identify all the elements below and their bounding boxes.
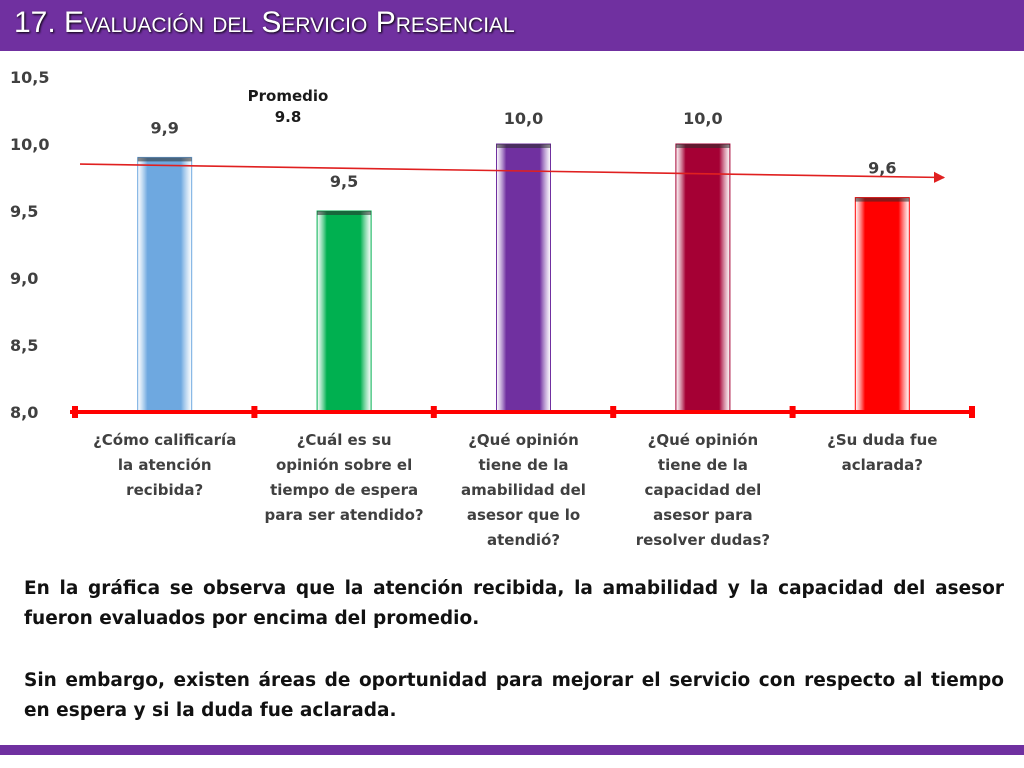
x-axis-tick [72,406,78,418]
category-label: ¿Su duda fue aclarada? [827,431,937,474]
bar-top-edge [317,211,372,215]
bar-value-label: 9,5 [330,172,358,191]
bar-top-edge [137,157,192,162]
analysis-paragraph-1: En la gráfica se observa que la atención… [24,578,1004,629]
x-axis-tick [610,406,617,418]
bar [137,156,193,413]
y-tick-label: 10,5 [10,68,49,87]
bar [675,143,731,413]
bar-chart: 8,0 8,5 9,0 9,5 10,0 10,5 9,9 9,5 10,0 10,0 9,6 ¿… [0,51,1024,560]
header-bar: 17. Evaluación del Servicio Presencial [0,0,1024,51]
x-axis-tick [430,406,437,418]
bar [496,143,551,413]
x-axis-tick [969,406,975,418]
chart-svg: 8,0 8,5 9,0 9,5 10,0 10,5 9,9 9,5 10,0 10,0 9,6 ¿… [10,68,975,549]
category-label: ¿Cuál es su opinión sobre el tiempo de esp… [265,431,424,524]
bar-top-edge [675,144,730,148]
category-label: ¿Qué opinión tiene de la capacidad del ases… [636,431,770,549]
bar-top-edge [855,197,910,202]
average-label: Promedio 9.8 [248,87,329,126]
bar-value-label: 10,0 [683,109,722,128]
category-label: ¿Cómo calificaría la atención recibida? [93,431,236,499]
bar-value-label: 10,0 [504,109,543,128]
average-line [79,163,946,183]
page-title: 17. Evaluación del Servicio Presencial [14,6,515,39]
bar-value-label: 9,6 [868,159,896,178]
y-tick-label: 8,5 [10,336,38,355]
footer-bar [0,745,1024,755]
y-tick-label: 9,0 [10,269,38,288]
bar [316,210,372,413]
bar-value-label: 9,9 [151,118,179,137]
analysis-paragraph-2: Sin embargo, existen áreas de oportunida… [24,670,1004,721]
y-tick-label: 10,0 [10,135,49,154]
x-axis-tick [251,406,258,418]
y-tick-label: 9,5 [10,202,38,221]
x-axis-tick [789,406,796,418]
bar-top-edge [496,144,551,148]
y-tick-label: 8,0 [10,403,38,422]
bar [854,197,910,413]
category-label: ¿Qué opinión tiene de la amabilidad del ase… [461,431,586,549]
